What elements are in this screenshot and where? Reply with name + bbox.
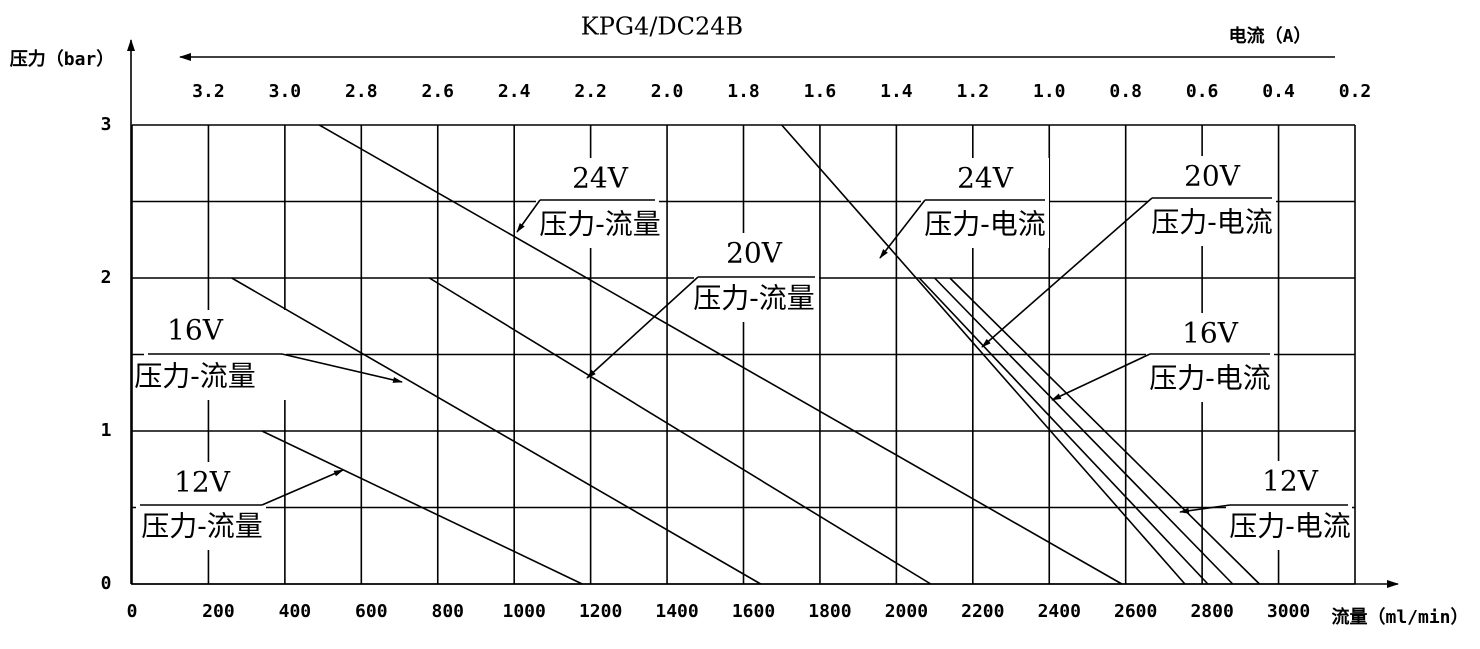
y-tick-label: 3 [101, 114, 112, 135]
x2-tick-label: 0.4 [1262, 81, 1295, 102]
annotation-bg [536, 158, 659, 248]
x-tick-label: 3000 [1267, 601, 1310, 622]
series-name: 16V [1182, 317, 1239, 350]
series-name: 12V [174, 466, 231, 499]
chart-title: KPG4/DC24B [581, 13, 743, 41]
series-label: 压力-流量 [539, 208, 660, 241]
x-tick-label: 600 [355, 601, 388, 622]
series-label: 压力-流量 [141, 510, 262, 543]
line [231, 277, 762, 585]
y-tick-label: 2 [101, 267, 112, 288]
x-tick-label: 1000 [503, 601, 546, 622]
x2-tick-label: 0.2 [1339, 81, 1372, 102]
series-name: 24V [572, 162, 629, 195]
line [781, 124, 1186, 585]
x2-tick-label: 1.4 [880, 81, 913, 102]
annotation-leader [586, 276, 699, 379]
x-axis-label: 流量（ml/min） [1331, 606, 1468, 628]
x-tick-label: 1400 [655, 601, 698, 622]
x-tick-label: 2600 [1114, 601, 1157, 622]
x-tick-label: 0 [127, 601, 138, 622]
series-label: 压力-电流 [1229, 510, 1350, 543]
x-tick-label: 800 [431, 601, 464, 622]
x-tick-label: 2800 [1190, 601, 1233, 622]
x-tick-label: 2200 [961, 601, 1004, 622]
annotation-leader [1179, 504, 1231, 514]
y-tick-label: 1 [101, 420, 112, 441]
series-name: 24V [957, 162, 1014, 195]
line [428, 277, 932, 585]
x2-tick-label: 2.6 [421, 81, 454, 102]
y-axis-label: 压力（bar） [10, 49, 115, 70]
x2-tick-label: 2.2 [574, 81, 607, 102]
x2-tick-label: 2.0 [651, 81, 684, 102]
x-tick-label: 200 [202, 601, 235, 622]
series-name: 20V [1184, 160, 1241, 193]
line [918, 277, 1209, 585]
x2-tick-label: 3.2 [192, 81, 225, 102]
annotation-bg [1148, 156, 1276, 246]
series-label: 压力-流量 [134, 360, 255, 393]
annotation-bg [921, 158, 1049, 248]
x2-tick-label: 0.8 [1109, 81, 1142, 102]
x2-tick-label: 1.0 [1033, 81, 1066, 102]
annotation-leader [516, 199, 541, 233]
series-name: 20V [726, 237, 783, 270]
annotation-bg [136, 462, 266, 550]
x2-tick-label: 1.2 [957, 81, 990, 102]
x-tick-label: 1800 [808, 601, 851, 622]
annotation-bg [144, 310, 286, 400]
x-tick-label: 1600 [732, 601, 775, 622]
annotation-leader [879, 199, 926, 259]
annotation-bg [1146, 313, 1274, 402]
annotation-leader [1051, 353, 1151, 401]
annotation-leader [281, 353, 403, 383]
series-name: 16V [167, 314, 224, 347]
series-label: 压力-电流 [1151, 206, 1272, 239]
line [318, 124, 1123, 585]
line [261, 430, 583, 585]
annotation-leader [261, 469, 344, 506]
x2-tick-label: 0.6 [1186, 81, 1219, 102]
series-label: 压力-流量 [693, 282, 814, 315]
y-tick-label: 0 [101, 573, 112, 594]
series-label: 压力-电流 [1149, 362, 1270, 395]
series-label: 压力-电流 [924, 208, 1045, 241]
x-tick-label: 2000 [885, 601, 928, 622]
x-tick-label: 400 [279, 601, 312, 622]
line [934, 277, 1234, 585]
x2-tick-label: 3.0 [269, 81, 302, 102]
x2-tick-label: 1.6 [804, 81, 837, 102]
x2-tick-label: 2.4 [498, 81, 531, 102]
x2-axis-label: 电流（A） [1229, 25, 1312, 47]
x2-tick-label: 2.8 [345, 81, 378, 102]
series-name: 12V [1262, 465, 1319, 498]
x-tick-label: 1200 [579, 601, 622, 622]
x2-tick-label: 1.8 [727, 81, 760, 102]
x-tick-label: 2400 [1038, 601, 1081, 622]
annotation-leader [981, 197, 1153, 348]
